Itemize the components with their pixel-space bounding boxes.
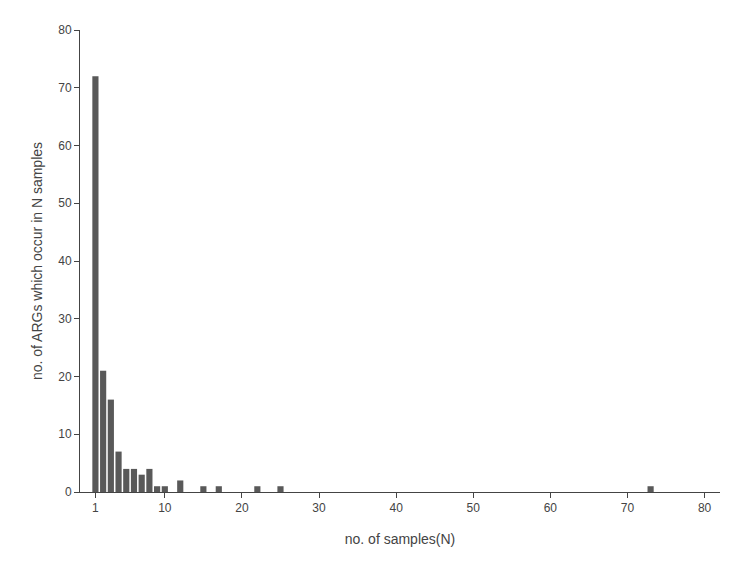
svg-text:1: 1 (92, 501, 99, 515)
svg-text:10: 10 (58, 427, 72, 441)
svg-text:30: 30 (58, 312, 72, 326)
svg-text:no. of ARGs which occur in N s: no. of ARGs which occur in N samples (29, 142, 45, 380)
svg-text:60: 60 (544, 501, 558, 515)
svg-text:20: 20 (235, 501, 249, 515)
svg-text:0: 0 (65, 485, 72, 499)
svg-text:10: 10 (158, 501, 172, 515)
svg-text:50: 50 (467, 501, 481, 515)
svg-text:70: 70 (621, 501, 635, 515)
svg-text:no. of samples(N): no. of samples(N) (345, 531, 455, 547)
svg-text:40: 40 (58, 254, 72, 268)
svg-text:30: 30 (312, 501, 326, 515)
svg-text:20: 20 (58, 370, 72, 384)
svg-text:80: 80 (698, 501, 712, 515)
svg-text:80: 80 (58, 23, 72, 37)
svg-text:70: 70 (58, 81, 72, 95)
svg-text:50: 50 (58, 196, 72, 210)
svg-text:40: 40 (389, 501, 403, 515)
svg-text:60: 60 (58, 139, 72, 153)
